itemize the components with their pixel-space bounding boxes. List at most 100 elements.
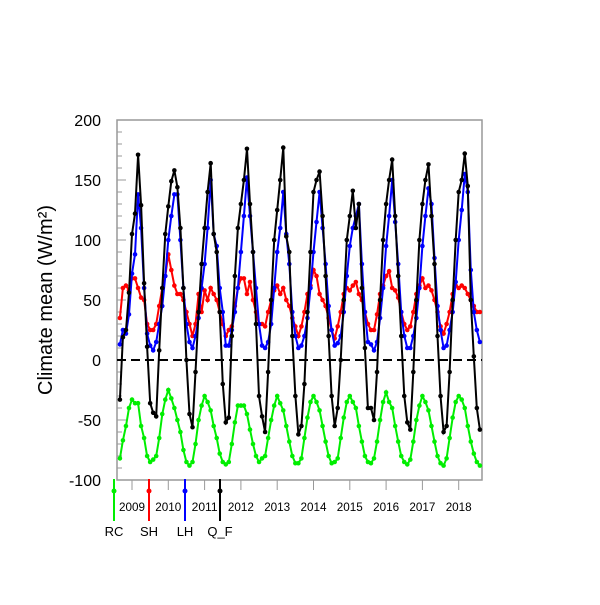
- data-point: [217, 451, 223, 456]
- data-point: [241, 276, 247, 281]
- x-tick-label: 2010: [155, 500, 181, 514]
- data-point: [135, 285, 141, 291]
- data-point: [450, 297, 455, 303]
- data-point: [250, 249, 256, 255]
- data-point: [459, 397, 465, 402]
- data-point: [253, 453, 259, 459]
- data-point: [371, 456, 377, 461]
- data-point: [453, 237, 458, 243]
- data-point: [477, 427, 483, 432]
- data-point: [374, 439, 380, 444]
- data-point: [159, 285, 165, 291]
- data-point: [371, 327, 377, 333]
- data-point: [395, 439, 401, 444]
- data-point: [299, 343, 304, 348]
- data-point: [420, 201, 425, 207]
- data-point: [335, 405, 341, 411]
- data-point: [459, 207, 465, 213]
- data-point: [247, 427, 253, 432]
- data-point: [156, 348, 162, 353]
- data-point: [435, 453, 440, 459]
- data-point: [208, 160, 213, 166]
- data-point: [438, 393, 443, 399]
- data-point: [156, 435, 162, 441]
- data-point: [120, 438, 126, 443]
- data-point: [262, 453, 268, 459]
- data-point: [380, 237, 386, 243]
- data-point: [411, 439, 416, 444]
- data-point: [126, 405, 132, 411]
- data-point: [299, 423, 304, 429]
- data-point: [296, 460, 301, 466]
- legend-item-sh: SH: [140, 479, 158, 539]
- data-point: [462, 285, 468, 291]
- data-point: [299, 456, 304, 461]
- data-point: [181, 285, 186, 291]
- data-point: [377, 297, 383, 303]
- data-point: [414, 417, 419, 423]
- data-point: [235, 285, 241, 291]
- data-point: [220, 381, 226, 387]
- data-point: [459, 177, 465, 183]
- data-point: [132, 276, 138, 281]
- data-point: [420, 276, 425, 281]
- data-point: [166, 387, 171, 393]
- data-point: [444, 456, 449, 461]
- data-point: [347, 243, 353, 249]
- data-point: [226, 343, 232, 348]
- data-point: [332, 423, 337, 429]
- y-tick-label: 0: [92, 353, 101, 370]
- data-point: [468, 297, 474, 303]
- data-point: [265, 435, 271, 441]
- y-tick-label: -100: [69, 473, 101, 490]
- data-point: [302, 381, 307, 387]
- data-point: [153, 339, 159, 345]
- data-point: [238, 249, 244, 255]
- legend-marker: [146, 488, 152, 494]
- data-point: [362, 345, 368, 351]
- data-point: [401, 393, 407, 399]
- data-point: [438, 327, 443, 333]
- data-point: [368, 342, 374, 347]
- data-point: [450, 415, 455, 420]
- data-point: [120, 334, 126, 340]
- data-point: [344, 399, 350, 405]
- data-point: [368, 460, 374, 466]
- data-point: [447, 369, 452, 375]
- data-point: [465, 423, 471, 429]
- data-point: [347, 213, 353, 219]
- data-point: [353, 279, 359, 285]
- y-tick-label: 100: [74, 233, 101, 250]
- data-point: [175, 417, 180, 423]
- data-point: [423, 213, 428, 219]
- data-point: [214, 297, 219, 303]
- data-point: [117, 456, 123, 461]
- data-point: [187, 411, 192, 417]
- data-point: [123, 283, 129, 288]
- data-point: [190, 345, 195, 351]
- data-point: [135, 400, 141, 406]
- data-point: [190, 459, 195, 465]
- data-point: [150, 327, 156, 333]
- data-point: [356, 423, 362, 429]
- data-point: [404, 327, 410, 333]
- data-point: [199, 403, 204, 408]
- data-point: [229, 441, 235, 447]
- x-tick-label: 2016: [373, 500, 399, 514]
- data-point: [471, 354, 477, 359]
- data-point: [193, 369, 198, 375]
- data-point: [262, 324, 268, 329]
- data-point: [265, 309, 271, 315]
- data-point: [474, 459, 480, 465]
- data-point: [383, 390, 389, 395]
- legend-marker: [111, 488, 117, 494]
- legend-label: SH: [140, 524, 158, 539]
- data-point: [211, 231, 216, 237]
- data-point: [423, 399, 428, 405]
- data-point: [471, 451, 477, 456]
- data-point: [214, 435, 219, 441]
- data-point: [205, 399, 210, 405]
- data-point: [441, 331, 446, 336]
- data-point: [408, 324, 413, 329]
